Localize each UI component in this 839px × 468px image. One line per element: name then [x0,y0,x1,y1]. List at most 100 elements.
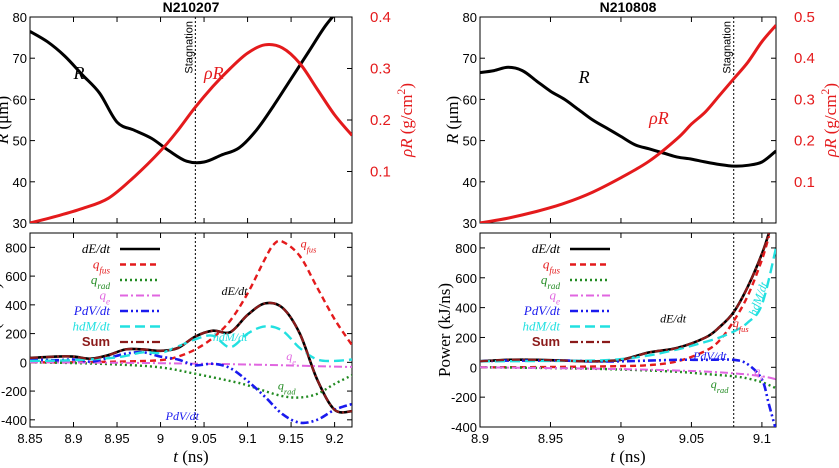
legend-label-Sum: Sum [82,334,110,349]
y2-tick-label: 0.5 [794,9,815,26]
legend-label-qrad: qrad [541,272,561,291]
chart-panel-bottom-right: -400 -200 0 200 400 600 800 8.9 8.95 9 9.05 9.1 Powe… [435,232,777,466]
legend-label-qe: qe [549,288,560,307]
legend-label-qfus: qfus [93,257,111,276]
legend-label-hdMdt: hdM/dt [522,319,560,334]
series-group [480,24,776,223]
y-tick-label: 600 [5,269,27,284]
legend-label-Sum: Sum [532,334,560,349]
chart-title: N210808 [600,0,657,15]
series-line-qrad [480,366,776,390]
y2-tick-label: 0.4 [370,9,391,26]
y2-tick-label: 0.3 [794,91,815,108]
y2-tick-label: 0.1 [794,174,815,191]
x-tick-label: 8.9 [64,431,82,446]
y-tick-label: 60 [13,92,27,107]
x-axis-label: t (ns) [610,447,645,466]
y2-tick-label: 0.2 [370,112,391,129]
series-line-Sum [480,233,771,363]
series-group [30,17,352,223]
series-line-R [480,65,776,168]
x-tick-label: 8.85 [17,431,42,446]
x-tick-label: 9 [617,431,624,446]
y-tick-label: 40 [13,175,27,190]
annotation-PdVdt: PdV/dt [692,349,727,363]
legend-label-hdMdt: hdM/dt [72,319,110,334]
annotation-dEdt: dE/dt [660,312,687,326]
x-tick-label: 9.1 [239,431,257,446]
annotation-dEdt: dE/dt [222,284,249,298]
y-tick-label: 0 [470,360,477,375]
series-line-qrad [30,361,352,399]
annotation-qfus: qfus [301,236,317,254]
y-tick-label: 0 [20,355,27,370]
y2-axis-label: ρR (g/cm2) [394,83,416,158]
x-tick-label: 9 [157,431,164,446]
x-tick-label: 9.05 [679,431,704,446]
y-tick-label: 50 [463,134,477,149]
annotation-PdVdt: PdV/dt [165,409,200,423]
series-line-qe [30,361,352,368]
y-tick-label: 40 [463,175,477,190]
plot-frame [479,232,777,428]
y-axis-label: R (μm) [0,96,12,145]
y-tick-label: 60 [463,92,477,107]
y-tick-label: 70 [463,51,477,66]
y-tick-label: -400 [1,413,27,428]
y-tick-label: 800 [455,241,477,256]
legend-label-dEdt: dE/dt [532,241,561,256]
y-axis-label: Power (kJ/ns) [435,283,454,377]
x-tick-label: 9.15 [278,431,303,446]
plot-frame [29,232,353,428]
chart-title: N210207 [163,0,220,15]
y-tick-label: 200 [5,327,27,342]
x-tick-label: 8.9 [471,431,489,446]
annotation-qe: qe [754,364,764,382]
y-tick-label: 80 [13,10,27,25]
y-tick-label: 400 [5,298,27,313]
series-line-PdVdt [480,358,776,427]
y-tick-label: 80 [463,10,477,25]
y-tick-label: 800 [5,240,27,255]
y-tick-label: -200 [451,390,477,405]
annotation-hdMdt: hdM/dt [213,330,248,344]
y-tick-label: -200 [1,384,27,399]
x-tick-label: 9.2 [326,431,344,446]
y-tick-label: 70 [13,51,27,66]
y-tick-label: 400 [455,301,477,316]
annotation-qe: qe [286,349,296,367]
y-axis-label: Power (kJ/ns) [0,283,4,377]
y2-tick-label: 0.4 [794,50,815,67]
y2-tick-label: 0.3 [370,61,391,78]
legend-label-dEdt: dE/dt [82,241,111,256]
y-tick-label: 200 [455,330,477,345]
y2-tick-label: 0.2 [794,133,815,150]
series-group [480,233,776,427]
x-tick-label: 9.05 [191,431,216,446]
y-tick-label: 30 [13,216,27,231]
x-tick-label: 8.95 [104,431,129,446]
rhoR-curve-label: ρR [203,63,224,83]
y-tick-label: -400 [451,420,477,435]
series-line-qe [480,366,776,381]
y2-tick-label: 0.1 [370,164,391,181]
series-line-hdMdt [480,247,776,363]
series-line-qfus [480,235,771,369]
series-line-rhoR [480,24,776,223]
stagnation-label: Stagnation [183,21,195,74]
series-line-R [30,17,335,165]
series-line-PdVdt [30,350,352,425]
legend-label-PdVdt: PdV/dt [73,303,110,318]
chart-panel-bottom-left: -400 -200 0 200 400 600 800 8.85 8.9 8.95 9 9.05 9.1… [0,232,353,466]
chart-panel-top-left: N210207 30 40 50 60 70 80 0.1 0.2 0.3 0.4 R (μm) ρR … [0,0,416,231]
y2-axis-label: ρR (g/cm2) [818,83,839,158]
legend-label-qe: qe [99,288,110,307]
x-tick-label: 9.1 [753,431,771,446]
x-axis-label: t (ns) [173,447,208,466]
rhoR-curve-label: ρR [648,108,669,128]
plot-frame [479,16,777,224]
R-curve-label: R [578,67,590,87]
series-line-rhoR [30,43,352,223]
